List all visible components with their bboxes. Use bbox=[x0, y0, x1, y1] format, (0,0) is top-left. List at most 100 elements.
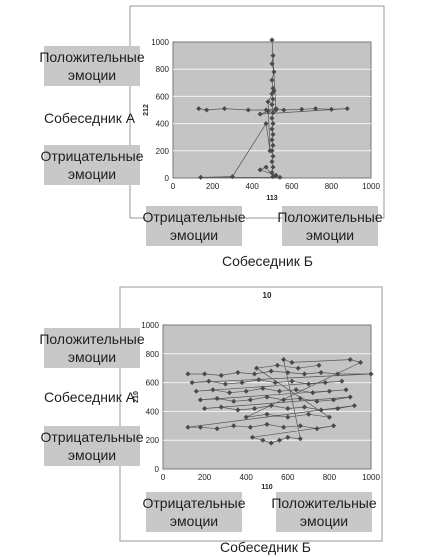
label-positive-emotions-b2: Положительные эмоции bbox=[271, 492, 377, 532]
series-line bbox=[198, 39, 348, 178]
data-point bbox=[270, 142, 276, 148]
data-point bbox=[227, 390, 233, 396]
data-point bbox=[251, 405, 258, 412]
data-point bbox=[265, 99, 271, 105]
data-point bbox=[235, 407, 241, 413]
x-tick-label: 800 bbox=[323, 473, 337, 482]
data-point bbox=[268, 403, 274, 409]
x-tick-label: 1000 bbox=[362, 473, 380, 482]
label-negative-emotions-a1: Отрицательные эмоции bbox=[40, 145, 144, 185]
chart-title: 10 bbox=[263, 291, 272, 300]
data-point bbox=[206, 378, 212, 384]
data-point bbox=[267, 148, 273, 154]
data-point bbox=[306, 381, 312, 387]
data-point bbox=[281, 424, 287, 430]
data-point bbox=[331, 423, 337, 429]
data-point bbox=[268, 368, 274, 374]
data-point bbox=[202, 405, 208, 412]
y-tick-label: 1000 bbox=[151, 38, 169, 47]
x-tick-label: 400 bbox=[240, 473, 254, 482]
data-point bbox=[314, 426, 320, 432]
y-tick-label: 400 bbox=[146, 407, 160, 416]
y-tick-label: 800 bbox=[146, 350, 160, 359]
data-point bbox=[254, 365, 260, 371]
label-positive-emotions-b1: Положительные эмоции bbox=[277, 206, 383, 246]
data-point bbox=[368, 371, 374, 377]
label-positive-emotions-a2: Положительные эмоции bbox=[39, 328, 145, 368]
data-point bbox=[272, 380, 278, 386]
data-point bbox=[331, 397, 337, 403]
label-speaker-a2: Собеседник А bbox=[44, 389, 136, 405]
data-point bbox=[326, 388, 332, 394]
data-point bbox=[197, 397, 203, 403]
label-negative-emotions-b2: Отрицательные эмоции bbox=[142, 492, 246, 532]
x-tick-label: 800 bbox=[325, 182, 339, 191]
data-point bbox=[249, 434, 255, 440]
chart-1-group: 0 200 400 600 800 1000 0 200 400 600 800 1000 113 212 bbox=[129, 5, 385, 219]
data-point bbox=[285, 405, 291, 412]
data-point bbox=[231, 398, 237, 404]
data-point bbox=[271, 69, 277, 75]
data-point bbox=[339, 378, 345, 384]
y-axis-label: 212 bbox=[143, 104, 150, 116]
y-tick-label: 400 bbox=[156, 120, 170, 129]
data-point bbox=[202, 371, 208, 377]
data-point bbox=[185, 371, 191, 377]
data-point bbox=[271, 88, 277, 94]
data-point bbox=[295, 365, 301, 371]
data-point bbox=[222, 381, 228, 387]
data-point bbox=[347, 357, 353, 363]
x-tick-label: 200 bbox=[198, 473, 212, 482]
data-point bbox=[218, 372, 224, 378]
data-point bbox=[316, 362, 322, 368]
data-point bbox=[285, 434, 291, 440]
data-point bbox=[239, 380, 245, 386]
data-point bbox=[264, 411, 270, 417]
data-point bbox=[276, 388, 283, 394]
data-point bbox=[229, 174, 235, 180]
y-tick-label: 600 bbox=[156, 92, 170, 101]
data-point bbox=[231, 423, 237, 429]
data-point bbox=[185, 424, 191, 430]
y-tick-label: 0 bbox=[155, 465, 160, 474]
data-point bbox=[264, 394, 270, 400]
data-point bbox=[297, 436, 303, 442]
data-point bbox=[318, 407, 324, 413]
data-point bbox=[260, 437, 266, 443]
data-point bbox=[335, 371, 341, 377]
data-point bbox=[268, 440, 274, 446]
data-point bbox=[343, 387, 349, 393]
data-point bbox=[276, 437, 283, 443]
data-point bbox=[289, 359, 295, 365]
data-point bbox=[293, 387, 299, 393]
data-point bbox=[285, 369, 291, 376]
data-point bbox=[318, 369, 324, 376]
data-point bbox=[214, 426, 220, 432]
x-axis-label: 110 bbox=[261, 484, 272, 491]
data-point bbox=[257, 167, 263, 173]
x-tick-label: 600 bbox=[281, 473, 295, 482]
label-speaker-a1: Собеседник А bbox=[44, 110, 136, 126]
data-point bbox=[264, 421, 270, 427]
x-tick-label: 600 bbox=[285, 182, 299, 191]
label-speaker-b2: Собеседник Б bbox=[220, 539, 311, 555]
data-point bbox=[269, 137, 275, 143]
data-point bbox=[281, 397, 287, 403]
x-tick-label: 400 bbox=[246, 182, 260, 191]
label-positive-emotions-a1: Положительные эмоции bbox=[39, 46, 145, 86]
x-tick-label: 0 bbox=[171, 182, 176, 191]
data-point bbox=[189, 380, 195, 386]
data-point bbox=[297, 395, 303, 401]
data-point bbox=[243, 388, 249, 394]
data-point bbox=[256, 377, 262, 383]
data-point bbox=[198, 174, 204, 180]
data-point bbox=[197, 424, 203, 430]
data-point bbox=[347, 394, 353, 400]
label-negative-emotions-b1: Отрицательные эмоции bbox=[142, 206, 246, 246]
data-point bbox=[247, 397, 253, 403]
data-point bbox=[269, 126, 275, 132]
data-point bbox=[310, 390, 316, 396]
data-point bbox=[314, 398, 320, 404]
data-point bbox=[297, 423, 303, 429]
data-point bbox=[289, 378, 295, 384]
